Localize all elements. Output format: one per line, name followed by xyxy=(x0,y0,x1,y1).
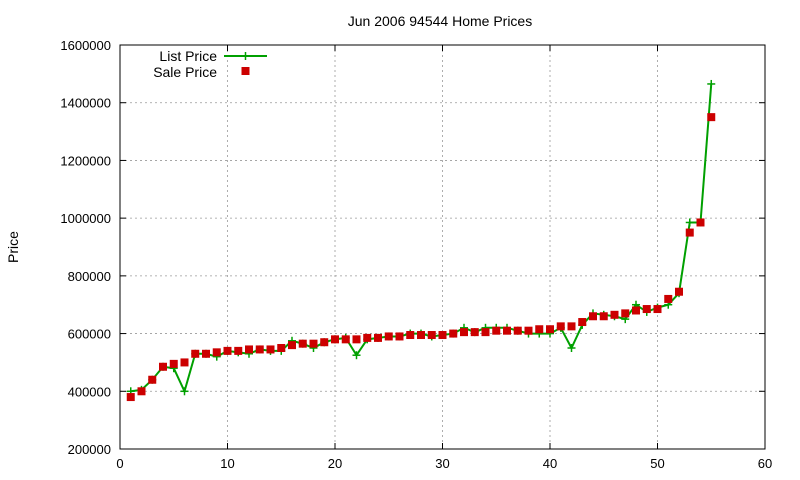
sale-price-point xyxy=(320,338,329,347)
axis-ticks: 0 10 20 30 40 50 60 200000 400000 600000 800000 100… xyxy=(60,38,772,471)
sale-price-point xyxy=(513,326,522,335)
y-tick-label: 200000 xyxy=(68,442,111,457)
y-tick-label: 1400000 xyxy=(60,96,111,111)
sale-price-point xyxy=(438,331,447,340)
sale-price-point xyxy=(492,326,501,335)
y-axis-label: Price xyxy=(5,231,21,263)
x-tick-label: 10 xyxy=(220,456,234,471)
sale-price-point xyxy=(685,228,694,237)
sale-price-point xyxy=(245,345,253,354)
legend-swatch-list-price xyxy=(224,52,267,60)
sale-price-point xyxy=(277,344,286,352)
sale-price-point xyxy=(341,335,350,344)
x-tick-label: 20 xyxy=(328,456,342,471)
sale-price-point xyxy=(675,287,683,296)
y-tick-label: 1000000 xyxy=(60,211,111,226)
sale-price-point xyxy=(610,310,619,319)
sale-price-point xyxy=(578,318,587,327)
list-price-point xyxy=(180,387,189,396)
sale-price-point xyxy=(417,331,425,340)
x-tick-label: 30 xyxy=(435,456,449,471)
sale-price-point xyxy=(352,335,361,344)
sale-price-point xyxy=(664,294,673,303)
sale-price-point xyxy=(449,329,458,338)
sale-price-point xyxy=(653,305,662,314)
legend: List Price Sale Price xyxy=(153,48,267,80)
y-tick-label: 800000 xyxy=(68,269,111,284)
series-line-list-price xyxy=(130,83,713,395)
sale-price-point xyxy=(191,349,200,358)
y-tick-label: 400000 xyxy=(68,384,111,399)
sale-price-point xyxy=(460,328,468,337)
sale-price-point xyxy=(223,346,232,355)
sale-price-point xyxy=(535,325,544,334)
legend-marker-sale-price xyxy=(241,67,250,75)
y-tick-label: 1200000 xyxy=(60,153,111,168)
sale-price-point xyxy=(567,322,576,331)
sale-price-point xyxy=(137,387,146,396)
sale-price-point xyxy=(427,331,436,340)
x-tick-label: 50 xyxy=(650,456,664,471)
sale-price-point xyxy=(589,312,597,321)
legend-label-list-price: List Price xyxy=(159,48,217,64)
sale-price-point xyxy=(632,306,640,315)
sale-price-point xyxy=(546,325,554,334)
sale-price-point xyxy=(374,333,382,342)
y-tick-label: 1600000 xyxy=(60,38,111,53)
legend-label-sale-price: Sale Price xyxy=(153,64,217,80)
sale-price-point xyxy=(169,359,178,368)
sale-price-point xyxy=(599,312,608,321)
sale-price-point xyxy=(642,305,651,314)
x-tick-label: 40 xyxy=(543,456,557,471)
list-price-point xyxy=(567,344,576,352)
sale-price-point xyxy=(481,328,490,337)
grid-lines xyxy=(120,45,765,449)
sale-price-point xyxy=(470,328,479,337)
sale-price-point xyxy=(331,335,339,344)
sale-price-point xyxy=(148,375,157,384)
sale-price-point xyxy=(288,341,296,350)
series-layer xyxy=(126,79,716,402)
y-tick-label: 600000 xyxy=(68,327,111,342)
sale-price-point xyxy=(298,339,307,348)
list-price-point xyxy=(352,351,361,360)
sale-price-point xyxy=(406,331,415,340)
sale-price-point xyxy=(384,332,393,341)
chart-title: Jun 2006 94544 Home Prices xyxy=(348,13,532,29)
list-price-point xyxy=(685,218,694,227)
sale-price-point xyxy=(126,393,135,402)
sale-price-point xyxy=(696,218,705,227)
x-tick-label: 60 xyxy=(758,456,772,471)
x-tick-label: 0 xyxy=(116,456,123,471)
legend-swatch-sale-price xyxy=(241,67,250,75)
sale-price-point xyxy=(524,326,533,335)
sale-price-point xyxy=(159,362,167,371)
sale-price-point xyxy=(309,339,318,348)
sale-price-point xyxy=(234,346,243,355)
sale-price-point xyxy=(212,348,221,357)
sale-price-point xyxy=(202,349,210,358)
sale-price-point xyxy=(180,358,189,367)
sale-price-point xyxy=(556,322,565,331)
legend-marker-list-price xyxy=(241,52,250,60)
sale-price-point xyxy=(255,345,264,354)
sale-price-point xyxy=(266,345,275,354)
sale-price-point xyxy=(363,333,372,342)
list-price-point xyxy=(707,79,716,88)
sale-price-point xyxy=(707,113,716,122)
sale-price-point xyxy=(621,309,630,318)
sale-price-point xyxy=(395,332,404,341)
sale-price-point xyxy=(503,326,511,335)
